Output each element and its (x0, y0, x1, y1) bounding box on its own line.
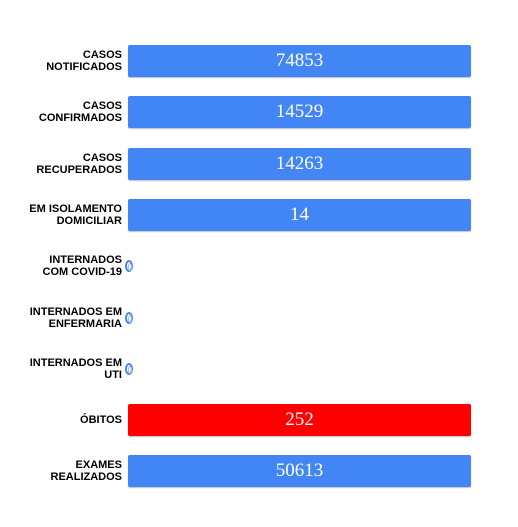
category-label-line: ENFERMARIA (48, 317, 122, 330)
category-label-line: EXAMES (75, 459, 122, 472)
category-label-line: CONFIRMADOS (38, 112, 122, 125)
bar (128, 96, 471, 129)
bar (128, 198, 471, 231)
category-label-line: INTERNADOS EM (29, 356, 122, 369)
category-label-line: CASOS (82, 151, 122, 164)
category-label: INTERNADOS EM ENFERMARIA (0, 306, 122, 330)
category-label-line: UTI (104, 368, 122, 381)
bar (128, 404, 471, 437)
category-label: ÓBITOS (0, 414, 122, 426)
category-label-line: REALIZADOS (50, 471, 123, 484)
zero-value-marker (125, 362, 133, 375)
bar (128, 45, 471, 77)
category-label-line: NOTIFICADOS (46, 61, 122, 73)
category-label: INTERNADOS EM UTI (0, 357, 122, 381)
category-label: INTERNADOS COM COVID-19 (0, 254, 122, 278)
bar (128, 147, 471, 180)
category-label: EM ISOLAMENTO DOMICILIAR (0, 203, 122, 227)
category-label-line: EM ISOLAMENTO (29, 202, 122, 215)
zero-value-marker (125, 260, 133, 273)
bar-value-label: 14263 (275, 152, 324, 174)
category-label-line: CASOS (82, 100, 122, 113)
zero-value-marker (125, 311, 133, 324)
category-label-line: ÓBITOS (80, 414, 122, 427)
category-label-line: CASOS (82, 49, 122, 61)
bar-value-label: 50613 (275, 460, 324, 482)
category-label: CASOS RECUPERADOS (0, 152, 122, 176)
bar-value-label: 252 (285, 409, 314, 431)
bar-value-label: 14 (290, 203, 309, 225)
category-label-line: INTERNADOS EM (29, 305, 122, 318)
bar-value-label: 74853 (275, 50, 324, 71)
category-label: CASOS NOTIFICADOS (0, 49, 122, 73)
category-label-line: DOMICILIAR (56, 214, 122, 227)
bar-value-label: 14529 (275, 101, 324, 123)
category-label-line: RECUPERADOS (36, 163, 122, 176)
bar (128, 455, 471, 488)
category-label-line: COM COVID-19 (42, 266, 122, 279)
category-label-line: INTERNADOS (49, 254, 122, 267)
category-label: CASOS CONFIRMADOS (0, 100, 122, 124)
category-label: EXAMES REALIZADOS (0, 459, 123, 484)
